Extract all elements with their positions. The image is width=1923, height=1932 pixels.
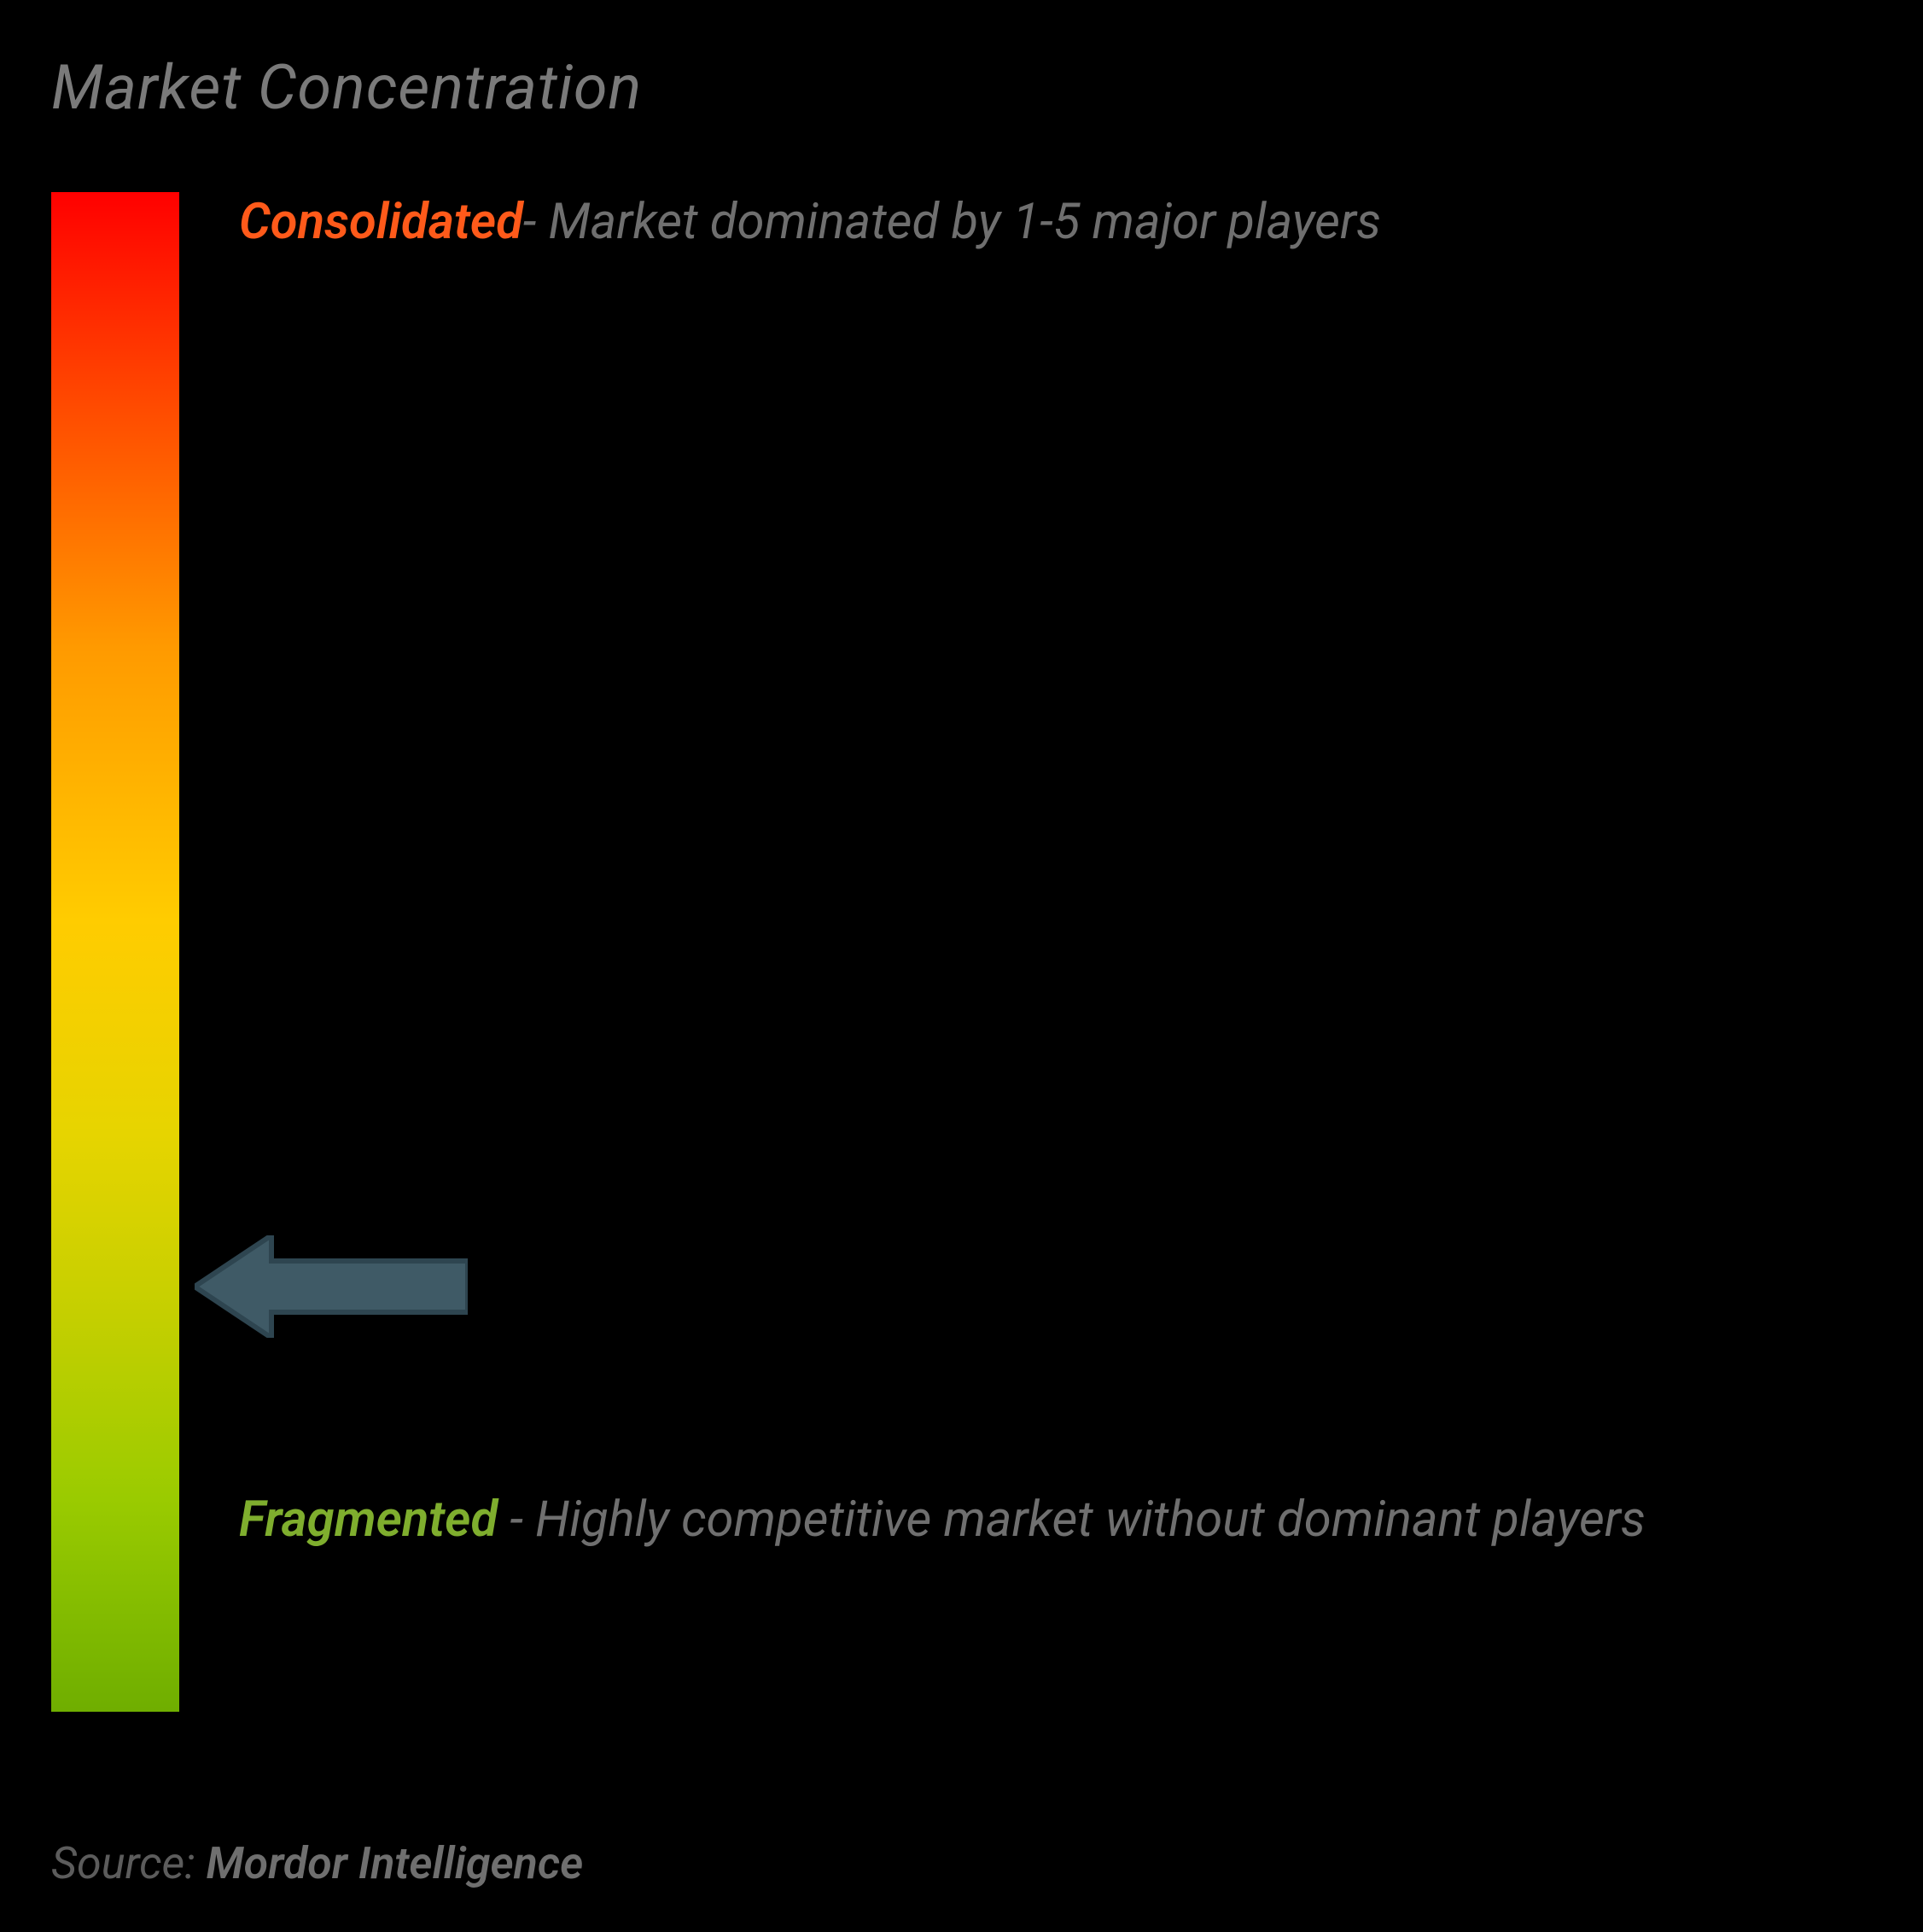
chart-canvas: Market Concentration Consolidated- Marke… [0, 0, 1923, 1932]
consolidated-rest: - Market dominated by 1-5 major players [523, 193, 1381, 251]
concentration-gradient-bar [51, 192, 179, 1712]
source-label: Source: [51, 1837, 207, 1889]
consolidated-description: Consolidated- Market dominated by 1-5 ma… [239, 175, 1821, 269]
arrow-left-icon [195, 1235, 468, 1338]
source-name: Mordor Intelligence [207, 1837, 584, 1889]
fragmented-rest: - Highly competitive market without domi… [498, 1491, 1646, 1549]
consolidated-lead: Consolidated [239, 193, 523, 251]
fragmented-lead: Fragmented [239, 1491, 498, 1549]
market-position-indicator [195, 1235, 468, 1338]
chart-area: Consolidated- Market dominated by 1-5 ma… [51, 192, 1872, 1746]
source-attribution: Source: Mordor Intelligence [51, 1837, 583, 1889]
chart-title: Market Concentration [51, 51, 1872, 124]
fragmented-description: Fragmented - Highly competitive market w… [239, 1473, 1821, 1567]
